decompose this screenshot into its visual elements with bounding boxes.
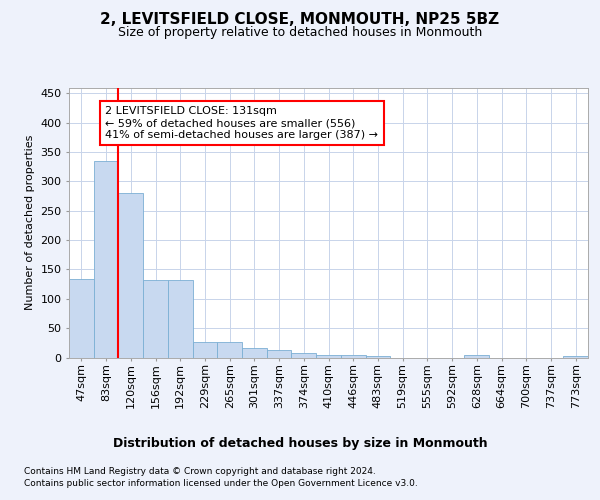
Bar (341, 354, 365, 358)
Text: Distribution of detached houses by size in Monmouth: Distribution of detached houses by size … (113, 438, 487, 450)
Bar (267, 350, 292, 358)
Bar (118, 193, 143, 358)
Bar (143, 280, 168, 357)
Text: 2 LEVITSFIELD CLOSE: 131sqm
← 59% of detached houses are smaller (556)
41% of se: 2 LEVITSFIELD CLOSE: 131sqm ← 59% of det… (106, 106, 379, 140)
Bar (69, 280, 94, 357)
Bar (217, 342, 242, 357)
Bar (168, 280, 193, 357)
Bar (563, 356, 588, 358)
Bar (464, 355, 489, 358)
Text: Size of property relative to detached houses in Monmouth: Size of property relative to detached ho… (118, 26, 482, 39)
Text: Contains HM Land Registry data © Crown copyright and database right 2024.: Contains HM Land Registry data © Crown c… (24, 468, 376, 476)
Text: 2, LEVITSFIELD CLOSE, MONMOUTH, NP25 5BZ: 2, LEVITSFIELD CLOSE, MONMOUTH, NP25 5BZ (100, 12, 500, 28)
Bar (365, 356, 390, 358)
Bar (242, 348, 267, 358)
Y-axis label: Number of detached properties: Number of detached properties (25, 135, 35, 310)
Bar (292, 353, 316, 358)
Text: Contains public sector information licensed under the Open Government Licence v3: Contains public sector information licen… (24, 479, 418, 488)
Bar (94, 161, 118, 358)
Bar (316, 354, 341, 358)
Bar (193, 342, 217, 357)
